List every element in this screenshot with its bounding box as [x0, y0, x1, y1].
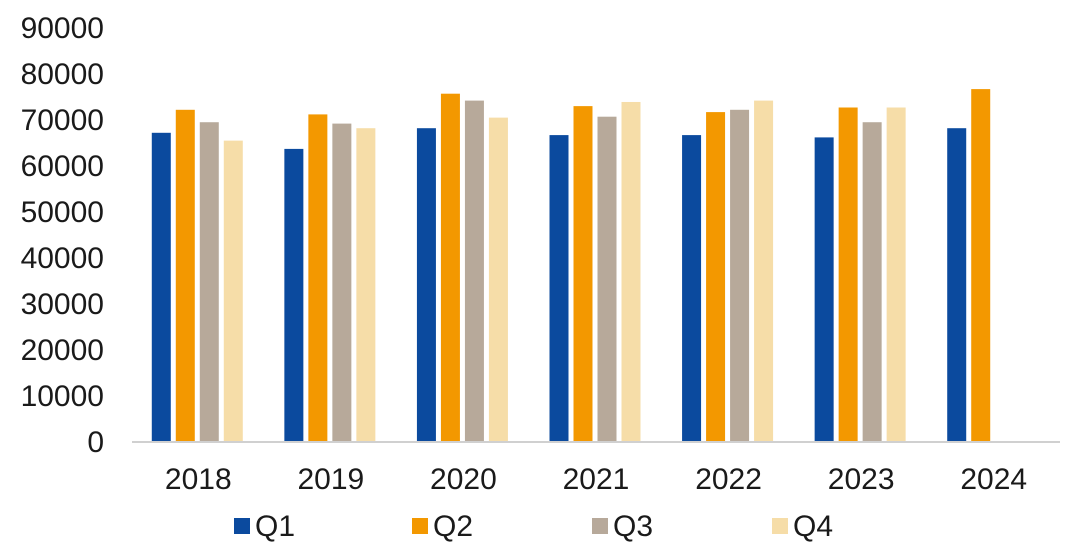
x-tick-label: 2022: [695, 463, 762, 496]
y-tick-label: 60000: [21, 150, 104, 183]
bar-q3-2019: [332, 123, 352, 441]
bar-q3-2023: [862, 122, 882, 441]
legend-label: Q4: [793, 510, 833, 543]
bar-q3-2020: [464, 100, 484, 441]
legend: Q1 Q2 Q3 Q4: [234, 510, 833, 543]
legend-item-q3: Q3: [592, 510, 653, 543]
x-tick-label: 2024: [960, 463, 1027, 496]
bar-q4-2020: [488, 117, 508, 442]
bar-q4-2021: [621, 101, 641, 441]
legend-item-q1: Q1: [234, 510, 295, 543]
bar-q1-2024: [947, 128, 967, 441]
bar-q4-2018: [223, 140, 243, 441]
y-axis: 0 10000 20000 30000 40000 50000 60000 70000 8000…: [21, 12, 104, 459]
bar-q1-2020: [416, 128, 436, 441]
bar-q1-2023: [814, 137, 834, 441]
bar-q3-2021: [597, 116, 617, 441]
y-tick-label: 90000: [21, 12, 104, 45]
bar-q4-2023: [886, 107, 906, 441]
y-tick-label: 10000: [21, 380, 104, 413]
y-tick-label: 40000: [21, 242, 104, 275]
legend-label: Q2: [433, 510, 473, 543]
bar-q2-2019: [308, 114, 328, 442]
bar-q3-2022: [730, 109, 750, 442]
bar-q2-2021: [573, 106, 593, 442]
bar-q4-2019: [356, 128, 376, 441]
y-tick-label: 80000: [21, 58, 104, 91]
y-tick-label: 70000: [21, 104, 104, 137]
y-tick-label: 20000: [21, 334, 104, 367]
y-tick-label: 30000: [21, 288, 104, 321]
legend-swatch: [412, 518, 428, 534]
bar-q1-2019: [284, 148, 304, 441]
bar-q2-2023: [838, 107, 858, 441]
bar-q1-2021: [549, 135, 569, 441]
bar-q2-2024: [971, 89, 991, 441]
legend-label: Q1: [255, 510, 295, 543]
x-tick-label: 2021: [563, 463, 630, 496]
y-tick-label: 50000: [21, 196, 104, 229]
legend-swatch: [772, 518, 788, 534]
legend-label: Q3: [613, 510, 653, 543]
bars: [151, 89, 991, 442]
x-tick-label: 2023: [828, 463, 895, 496]
legend-swatch: [592, 518, 608, 534]
y-tick-label: 0: [87, 426, 104, 459]
bar-q3-2018: [199, 122, 219, 441]
x-tick-label: 2020: [430, 463, 497, 496]
legend-item-q2: Q2: [412, 510, 473, 543]
bar-q1-2022: [682, 135, 702, 441]
legend-item-q4: Q4: [772, 510, 833, 543]
legend-swatch: [234, 518, 250, 534]
bar-q2-2018: [175, 109, 195, 442]
bar-q2-2020: [440, 93, 460, 441]
x-tick-label: 2019: [297, 463, 364, 496]
x-tick-label: 2018: [165, 463, 232, 496]
bar-q1-2018: [151, 132, 171, 442]
bar-q2-2022: [706, 112, 726, 441]
x-axis: 2018 2019 2020 2021 2022 2023 2024: [165, 463, 1027, 496]
bar-q4-2022: [754, 100, 774, 441]
